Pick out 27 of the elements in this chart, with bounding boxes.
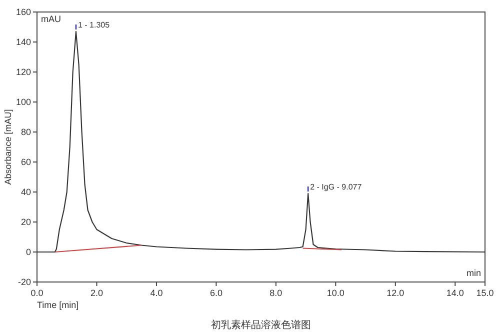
y-tick-label: -20 <box>18 277 31 287</box>
x-axis-title: Time [min] <box>37 300 79 310</box>
x-tick-label: 15.0 <box>476 288 494 298</box>
y-tick-label: 120 <box>16 67 31 77</box>
x-tick-label: 0.0 <box>30 288 44 298</box>
line-series <box>36 30 486 253</box>
y-tick-label: 140 <box>16 37 31 47</box>
y-tick-label: 80 <box>20 127 31 137</box>
text: 初乳素样品溶液色谱图 <box>211 319 311 331</box>
annotation: 2 - IgG - 9.077 <box>310 182 362 192</box>
annotation: min <box>466 268 481 278</box>
x-tick-label: 8.0 <box>270 288 282 298</box>
annotation: 1 - 1.305 <box>78 20 110 30</box>
y-tick-label: 160 <box>16 7 31 17</box>
x-tick-label: 12.0 <box>386 288 404 298</box>
x-tick-label: 10.0 <box>326 288 344 298</box>
y-tick-label: 100 <box>16 97 31 107</box>
y-tick-label: 20 <box>20 217 31 227</box>
y-tick-label: 0 <box>26 247 31 257</box>
x-tick-label: 2.0 <box>90 288 103 298</box>
y-axis-title: Absorbance [mAU] <box>3 109 13 185</box>
y-tick-label: 60 <box>20 157 31 167</box>
y-tick-label: 40 <box>20 187 31 197</box>
x-tick-label: 6.0 <box>210 288 222 298</box>
annotation: mAU <box>41 14 61 24</box>
x-tick-label: 4.0 <box>150 288 163 298</box>
x-tick-label: 14.0 <box>446 288 464 298</box>
